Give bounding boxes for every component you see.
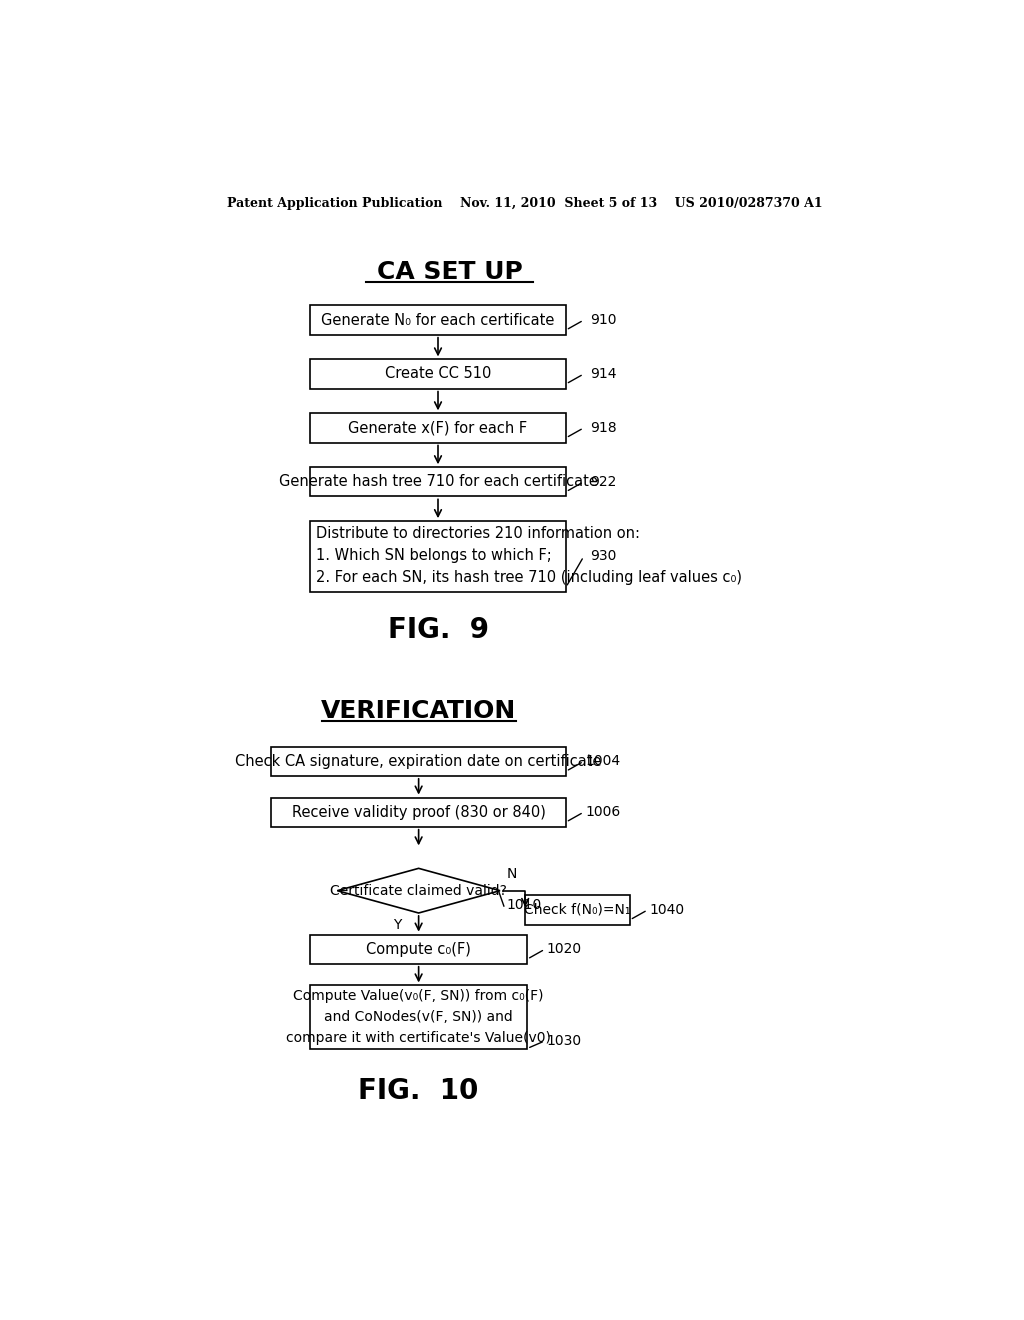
Text: N: N: [506, 867, 516, 880]
Text: 1010: 1010: [506, 898, 542, 912]
Text: 1004: 1004: [586, 754, 621, 768]
Text: Receive validity proof (830 or 840): Receive validity proof (830 or 840): [292, 805, 546, 820]
Text: 1006: 1006: [586, 805, 621, 820]
Text: 910: 910: [590, 313, 616, 327]
FancyBboxPatch shape: [271, 747, 566, 776]
Text: VERIFICATION: VERIFICATION: [321, 700, 516, 723]
Text: Y: Y: [393, 917, 401, 932]
FancyBboxPatch shape: [310, 985, 527, 1048]
Text: 1040: 1040: [649, 903, 685, 917]
Text: 930: 930: [590, 549, 616, 564]
FancyBboxPatch shape: [310, 467, 566, 496]
Text: Check CA signature, expiration date on certificate: Check CA signature, expiration date on c…: [236, 754, 602, 768]
Text: Patent Application Publication    Nov. 11, 2010  Sheet 5 of 13    US 2010/028737: Patent Application Publication Nov. 11, …: [227, 197, 822, 210]
Text: Distribute to directories 210 information on:
1. Which SN belongs to which F;
2.: Distribute to directories 210 informatio…: [316, 525, 742, 585]
Text: Check f(N₀)=N₁: Check f(N₀)=N₁: [524, 903, 631, 917]
FancyBboxPatch shape: [310, 359, 566, 388]
Text: CA SET UP: CA SET UP: [377, 260, 522, 284]
Text: 918: 918: [590, 421, 616, 434]
FancyBboxPatch shape: [310, 521, 566, 591]
FancyBboxPatch shape: [310, 935, 527, 964]
Text: 1020: 1020: [547, 942, 582, 956]
Text: Generate hash tree 710 for each certificate: Generate hash tree 710 for each certific…: [279, 474, 597, 490]
Text: 914: 914: [590, 367, 616, 381]
Text: Compute c₀(F): Compute c₀(F): [367, 941, 471, 957]
FancyBboxPatch shape: [310, 305, 566, 335]
Text: FIG.  9: FIG. 9: [387, 616, 488, 644]
Text: Generate N₀ for each certificate: Generate N₀ for each certificate: [322, 313, 555, 327]
FancyBboxPatch shape: [525, 895, 630, 924]
Text: Certificate claimed valid?: Certificate claimed valid?: [330, 883, 507, 898]
Polygon shape: [337, 869, 500, 913]
Text: 922: 922: [590, 475, 616, 488]
Text: Compute Value(v₀(F, SN)) from c₀(F)
and CoNodes(v(F, SN)) and
compare it with ce: Compute Value(v₀(F, SN)) from c₀(F) and …: [286, 990, 551, 1044]
Text: Create CC 510: Create CC 510: [385, 367, 492, 381]
FancyBboxPatch shape: [271, 797, 566, 826]
Text: Generate x(F) for each F: Generate x(F) for each F: [348, 420, 527, 436]
Text: 1030: 1030: [547, 1034, 582, 1048]
FancyBboxPatch shape: [310, 413, 566, 442]
Text: FIG.  10: FIG. 10: [358, 1077, 479, 1105]
